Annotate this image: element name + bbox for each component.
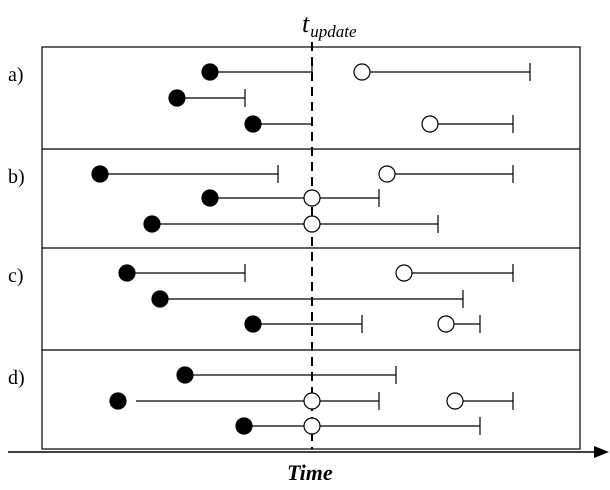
filled-marker: [109, 392, 127, 410]
panel-label-a: a): [8, 64, 24, 86]
filled-marker: [201, 63, 219, 81]
open-marker: [378, 165, 396, 183]
open-marker: [437, 315, 455, 333]
panel-label-d: d): [8, 367, 25, 389]
filled-marker: [143, 215, 161, 233]
filled-marker: [244, 315, 262, 333]
time-axis-arrowhead: [594, 446, 609, 458]
update-time-label: tupdate: [302, 9, 357, 41]
intervals-layer: [91, 63, 531, 435]
open-marker: [446, 392, 464, 410]
time-axis-label: Time: [287, 460, 333, 485]
open-marker: [421, 115, 439, 133]
open-marker: [303, 189, 321, 207]
panel-label-c: c): [8, 265, 24, 287]
filled-marker: [176, 366, 194, 384]
filled-marker: [168, 89, 186, 107]
open-marker: [303, 392, 321, 410]
open-marker: [303, 417, 321, 435]
open-marker: [353, 63, 371, 81]
filled-marker: [201, 189, 219, 207]
filled-marker: [151, 290, 169, 308]
open-marker: [303, 215, 321, 233]
filled-marker: [91, 165, 109, 183]
filled-marker: [118, 264, 136, 282]
panel-label-b: b): [8, 166, 25, 188]
filled-marker: [235, 417, 253, 435]
filled-marker: [244, 115, 262, 133]
open-marker: [395, 264, 413, 282]
